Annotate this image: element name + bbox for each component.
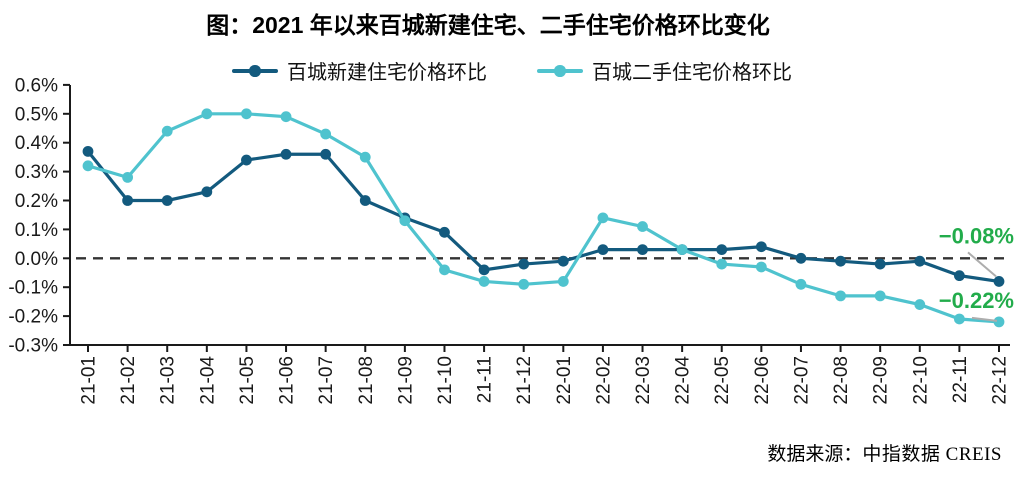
legend-marker-new-homes-icon xyxy=(232,65,278,77)
svg-text:22-05: 22-05 xyxy=(712,356,733,405)
svg-text:22-03: 22-03 xyxy=(633,356,654,405)
svg-text:21-08: 21-08 xyxy=(356,356,377,405)
x-axis-labels: 21-01 21-02 21-03 21-04 21-05 21-06 21-07 21-08… xyxy=(79,356,1011,405)
svg-text:-0.2%: -0.2% xyxy=(8,307,58,328)
svg-text:21-01: 21-01 xyxy=(79,356,100,405)
svg-text:21-10: 21-10 xyxy=(435,356,456,405)
svg-text:21-11: 21-11 xyxy=(475,356,496,403)
svg-text:-0.3%: -0.3% xyxy=(8,336,58,357)
series-new-homes xyxy=(82,145,1005,287)
chart-title: 图：2021 年以来百城新建住宅、二手住宅价格环比变化 xyxy=(206,12,770,38)
svg-text:21-03: 21-03 xyxy=(158,356,179,405)
svg-text:21-07: 21-07 xyxy=(316,356,337,405)
svg-text:21-09: 21-09 xyxy=(395,356,416,405)
y-axis-labels: 0.6% 0.5% 0.4% 0.3% 0.2% 0.1% 0.0% -0.1% -0.2% -0… xyxy=(8,75,58,356)
annotation-leader-line xyxy=(967,251,997,278)
svg-text:-0.1%: -0.1% xyxy=(8,278,58,299)
svg-text:0.5%: 0.5% xyxy=(15,104,58,125)
svg-text:0.4%: 0.4% xyxy=(15,133,58,154)
data-source: 数据来源：中指数据 CREIS xyxy=(767,439,1002,466)
legend: 百城新建住宅价格环比 百城二手住宅价格环比 xyxy=(0,56,1024,85)
svg-text:22-08: 22-08 xyxy=(831,356,852,405)
annotation-leader-line xyxy=(971,316,998,322)
series-secondhand-homes xyxy=(82,108,1005,328)
svg-text:21-02: 21-02 xyxy=(118,356,139,405)
svg-text:21-05: 21-05 xyxy=(237,356,258,405)
svg-text:21-12: 21-12 xyxy=(514,356,535,405)
legend-label-secondhand-homes: 百城二手住宅价格环比 xyxy=(592,62,792,84)
data-source-prefix: 数据来源： xyxy=(767,444,863,465)
svg-text:22-10: 22-10 xyxy=(910,356,931,405)
data-source-name: 中指数据 CREIS xyxy=(862,444,1002,465)
svg-text:0.3%: 0.3% xyxy=(15,162,58,183)
annotation-value-label: −0.08% xyxy=(939,223,1014,248)
annotation-value-label: −0.22% xyxy=(939,288,1014,313)
svg-text:22-09: 22-09 xyxy=(871,356,892,405)
svg-text:22-11: 22-11 xyxy=(950,356,971,403)
svg-text:0.0%: 0.0% xyxy=(15,249,58,270)
svg-text:21-04: 21-04 xyxy=(197,356,218,405)
legend-item-new-homes[interactable]: 百城新建住宅价格环比 xyxy=(232,56,487,85)
svg-text:22-12: 22-12 xyxy=(990,356,1011,405)
svg-text:0.2%: 0.2% xyxy=(15,191,58,212)
svg-text:22-06: 22-06 xyxy=(752,356,773,405)
legend-item-secondhand-homes[interactable]: 百城二手住宅价格环比 xyxy=(537,56,792,85)
svg-text:22-04: 22-04 xyxy=(673,356,694,405)
svg-text:21-06: 21-06 xyxy=(277,356,298,405)
svg-text:0.1%: 0.1% xyxy=(15,220,58,241)
legend-label-new-homes: 百城新建住宅价格环比 xyxy=(287,62,487,84)
dot-swatch-icon xyxy=(554,65,566,77)
svg-text:22-01: 22-01 xyxy=(554,356,575,405)
svg-text:22-07: 22-07 xyxy=(791,356,812,405)
axes xyxy=(63,83,1010,352)
svg-text:0.6%: 0.6% xyxy=(15,75,58,96)
dot-swatch-icon xyxy=(249,65,261,77)
svg-text:22-02: 22-02 xyxy=(593,356,614,405)
legend-marker-secondhand-homes-icon xyxy=(537,65,583,77)
